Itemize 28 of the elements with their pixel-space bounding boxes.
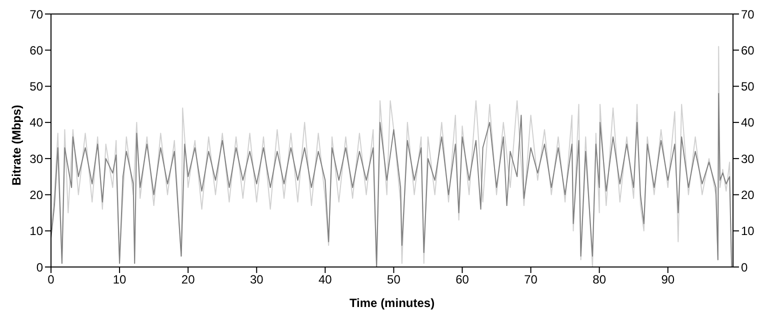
x-tick-label: 70 [524, 272, 538, 287]
y2-tick-label: 20 [741, 188, 755, 202]
y2-tick-label: 60 [741, 43, 755, 58]
x-tick-label: 20 [181, 272, 196, 287]
y-tick-label: 50 [30, 80, 44, 94]
y2-tick-label: 50 [741, 80, 755, 94]
y2-tick-label: 0 [741, 260, 748, 274]
y-axis-title: Bitrate (Mbps) [9, 104, 24, 186]
x-tick-label: 40 [318, 272, 332, 287]
x-tick-label: 30 [250, 272, 264, 287]
y-tick-label: 10 [30, 224, 44, 238]
x-tick-label: 90 [661, 272, 675, 287]
y-tick-label: 60 [30, 43, 44, 58]
y2-tick-label: 70 [741, 7, 755, 22]
y-tick-label: 70 [30, 7, 44, 22]
x-tick-label: 80 [592, 272, 606, 287]
y-tick-label: 40 [30, 116, 44, 130]
x-axis-title: Time (minutes) [349, 296, 435, 310]
y2-tick-label: 30 [741, 152, 755, 166]
x-tick-label: 10 [112, 272, 127, 287]
y2-tick-label: 40 [741, 116, 755, 130]
x-tick-label: 50 [387, 272, 401, 287]
x-tick-label: 60 [456, 272, 470, 287]
x-tick-label: 0 [48, 272, 55, 287]
y-tick-label: 20 [30, 188, 44, 202]
y-tick-label: 0 [36, 260, 44, 274]
y-tick-label: 30 [30, 152, 44, 166]
y2-tick-label: 10 [741, 224, 755, 238]
